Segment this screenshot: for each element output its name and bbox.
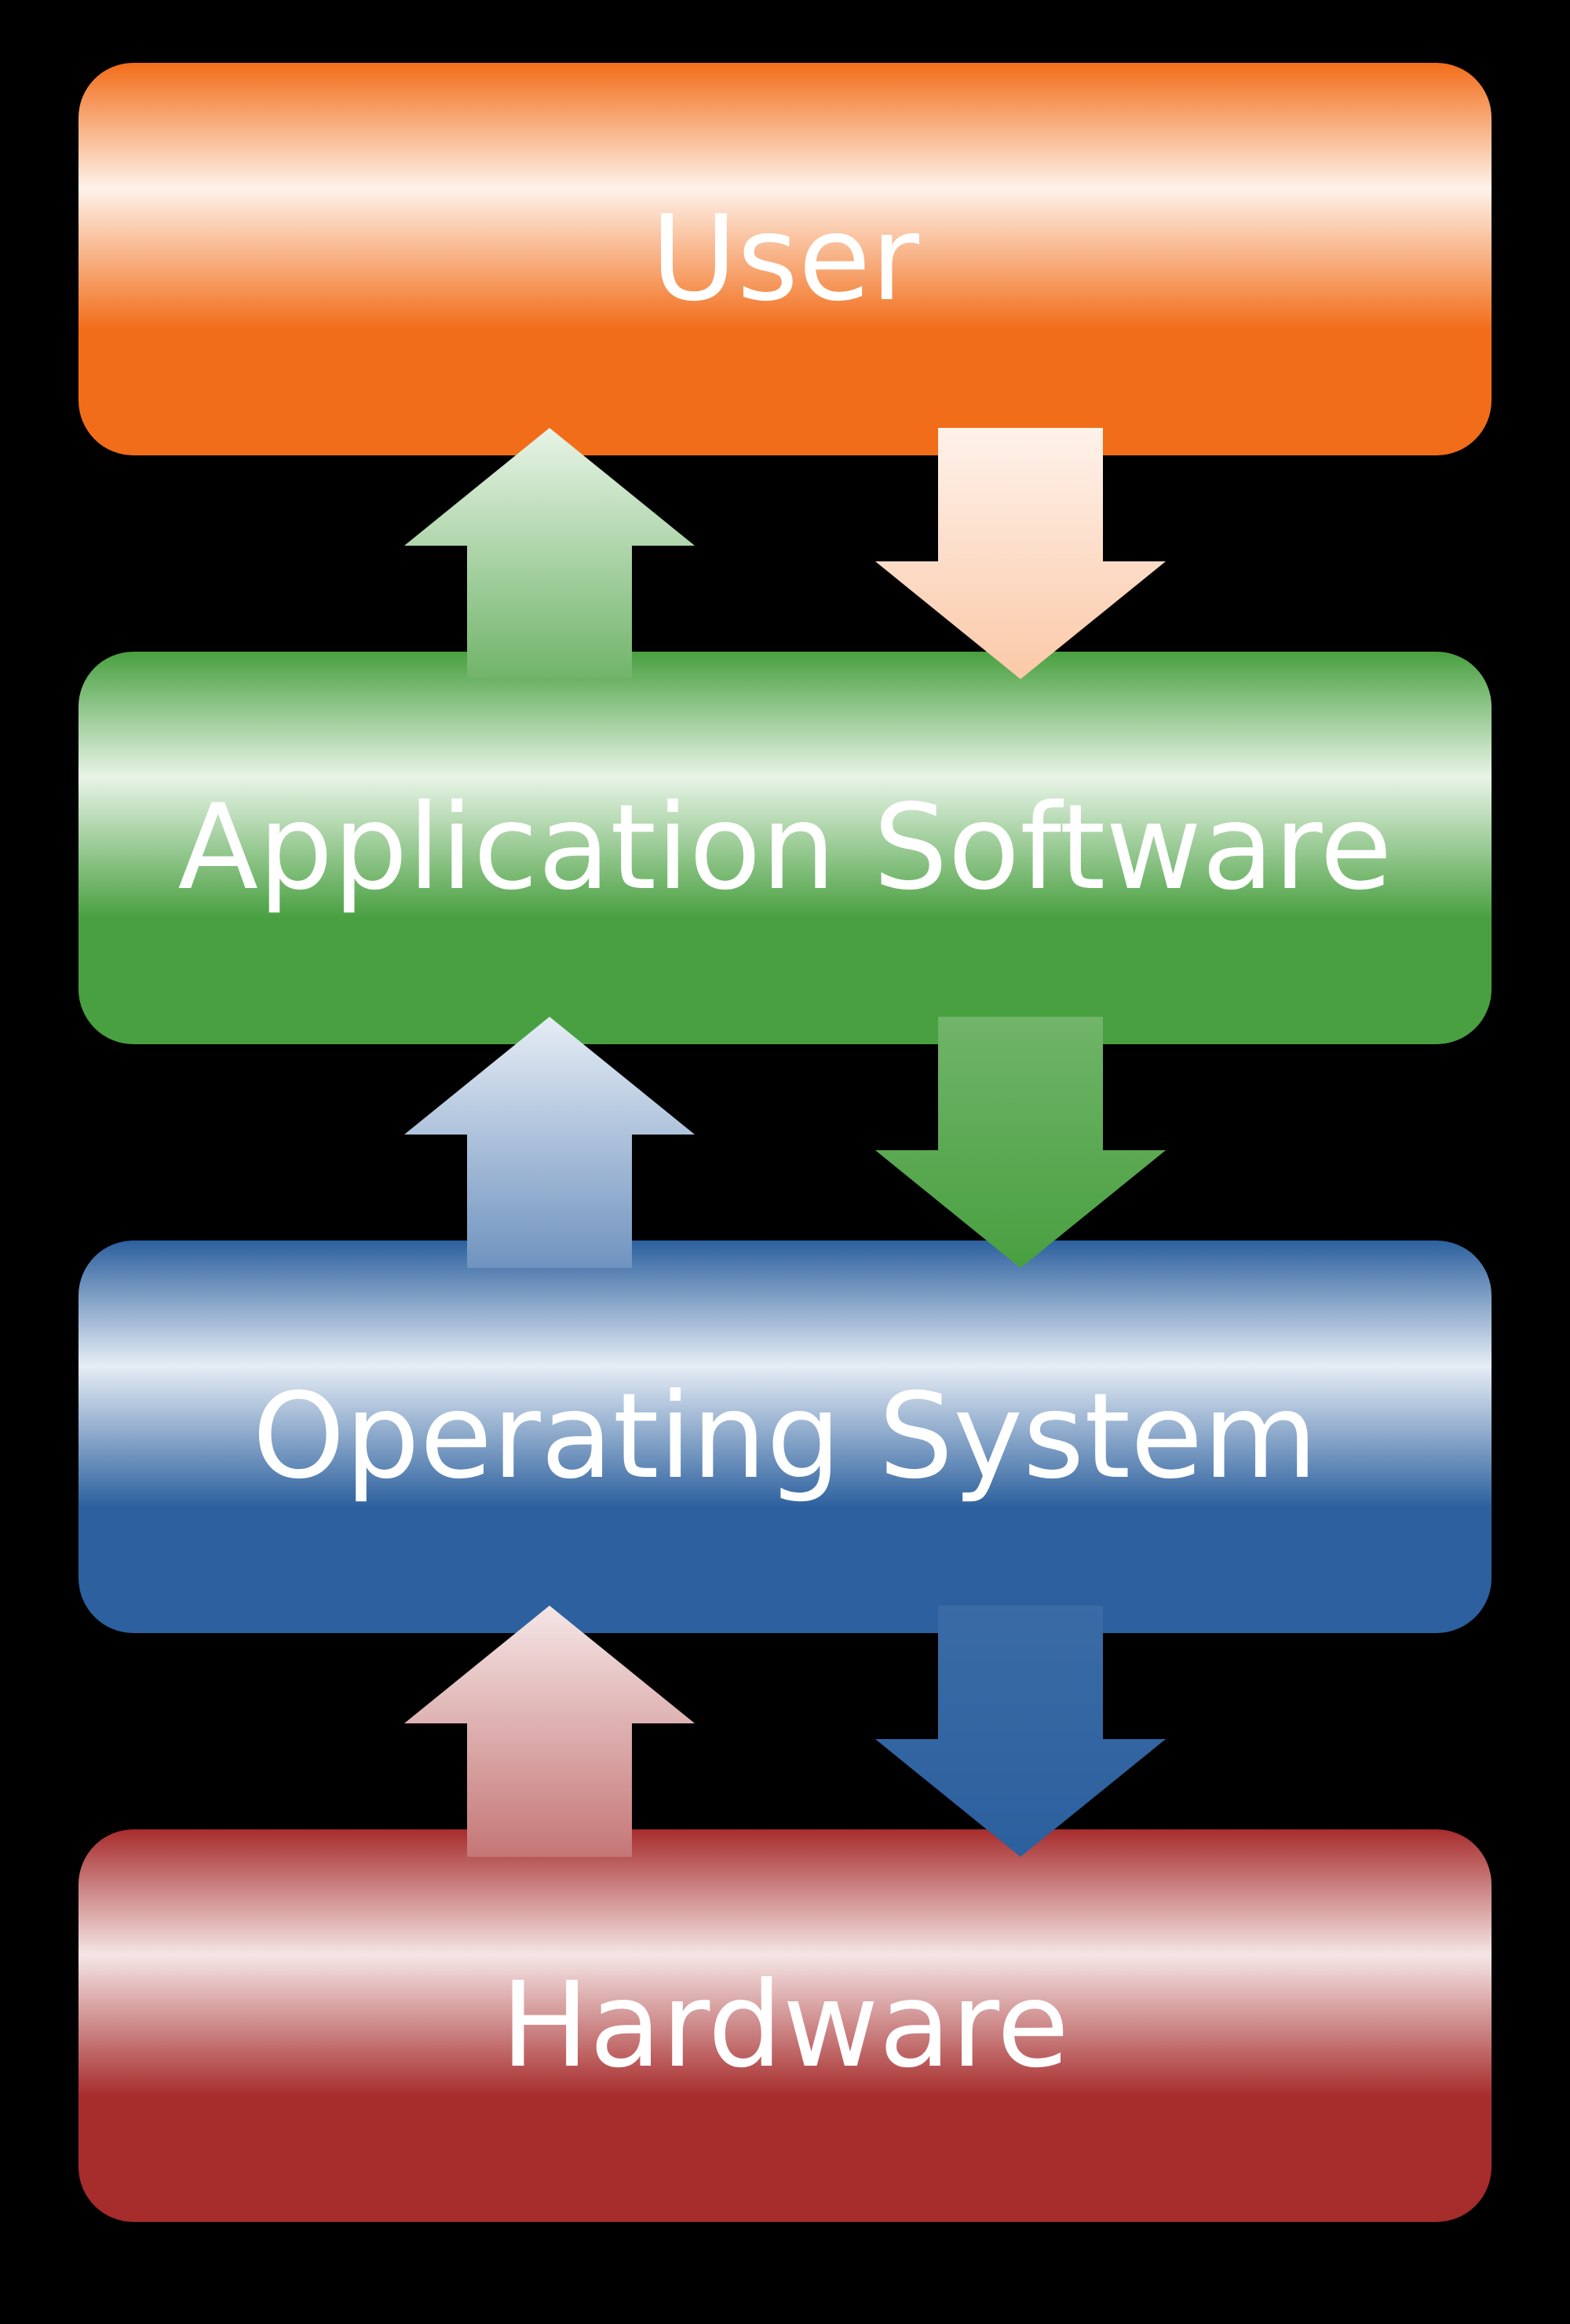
layer-label-application-software: Application Software: [177, 780, 1392, 916]
arrow-down-operating-system: [875, 1606, 1166, 1857]
arrow-down-application-software: [875, 1017, 1166, 1268]
arrow-up-application-software: [404, 428, 695, 679]
layer-label-operating-system: Operating System: [253, 1368, 1318, 1505]
arrow-up-hardware: [404, 1606, 695, 1857]
layer-label-hardware: Hardware: [501, 1957, 1069, 2094]
layer-hardware: Hardware: [78, 1829, 1492, 2222]
layer-label-user: User: [651, 191, 919, 327]
layer-user: User: [78, 63, 1492, 455]
arrow-down-user: [875, 428, 1166, 679]
layer-operating-system: Operating System: [78, 1241, 1492, 1633]
layer-application-software: Application Software: [78, 652, 1492, 1044]
diagram-canvas: User Application Software Operating System…: [0, 0, 1570, 2324]
arrow-up-operating-system: [404, 1017, 695, 1268]
